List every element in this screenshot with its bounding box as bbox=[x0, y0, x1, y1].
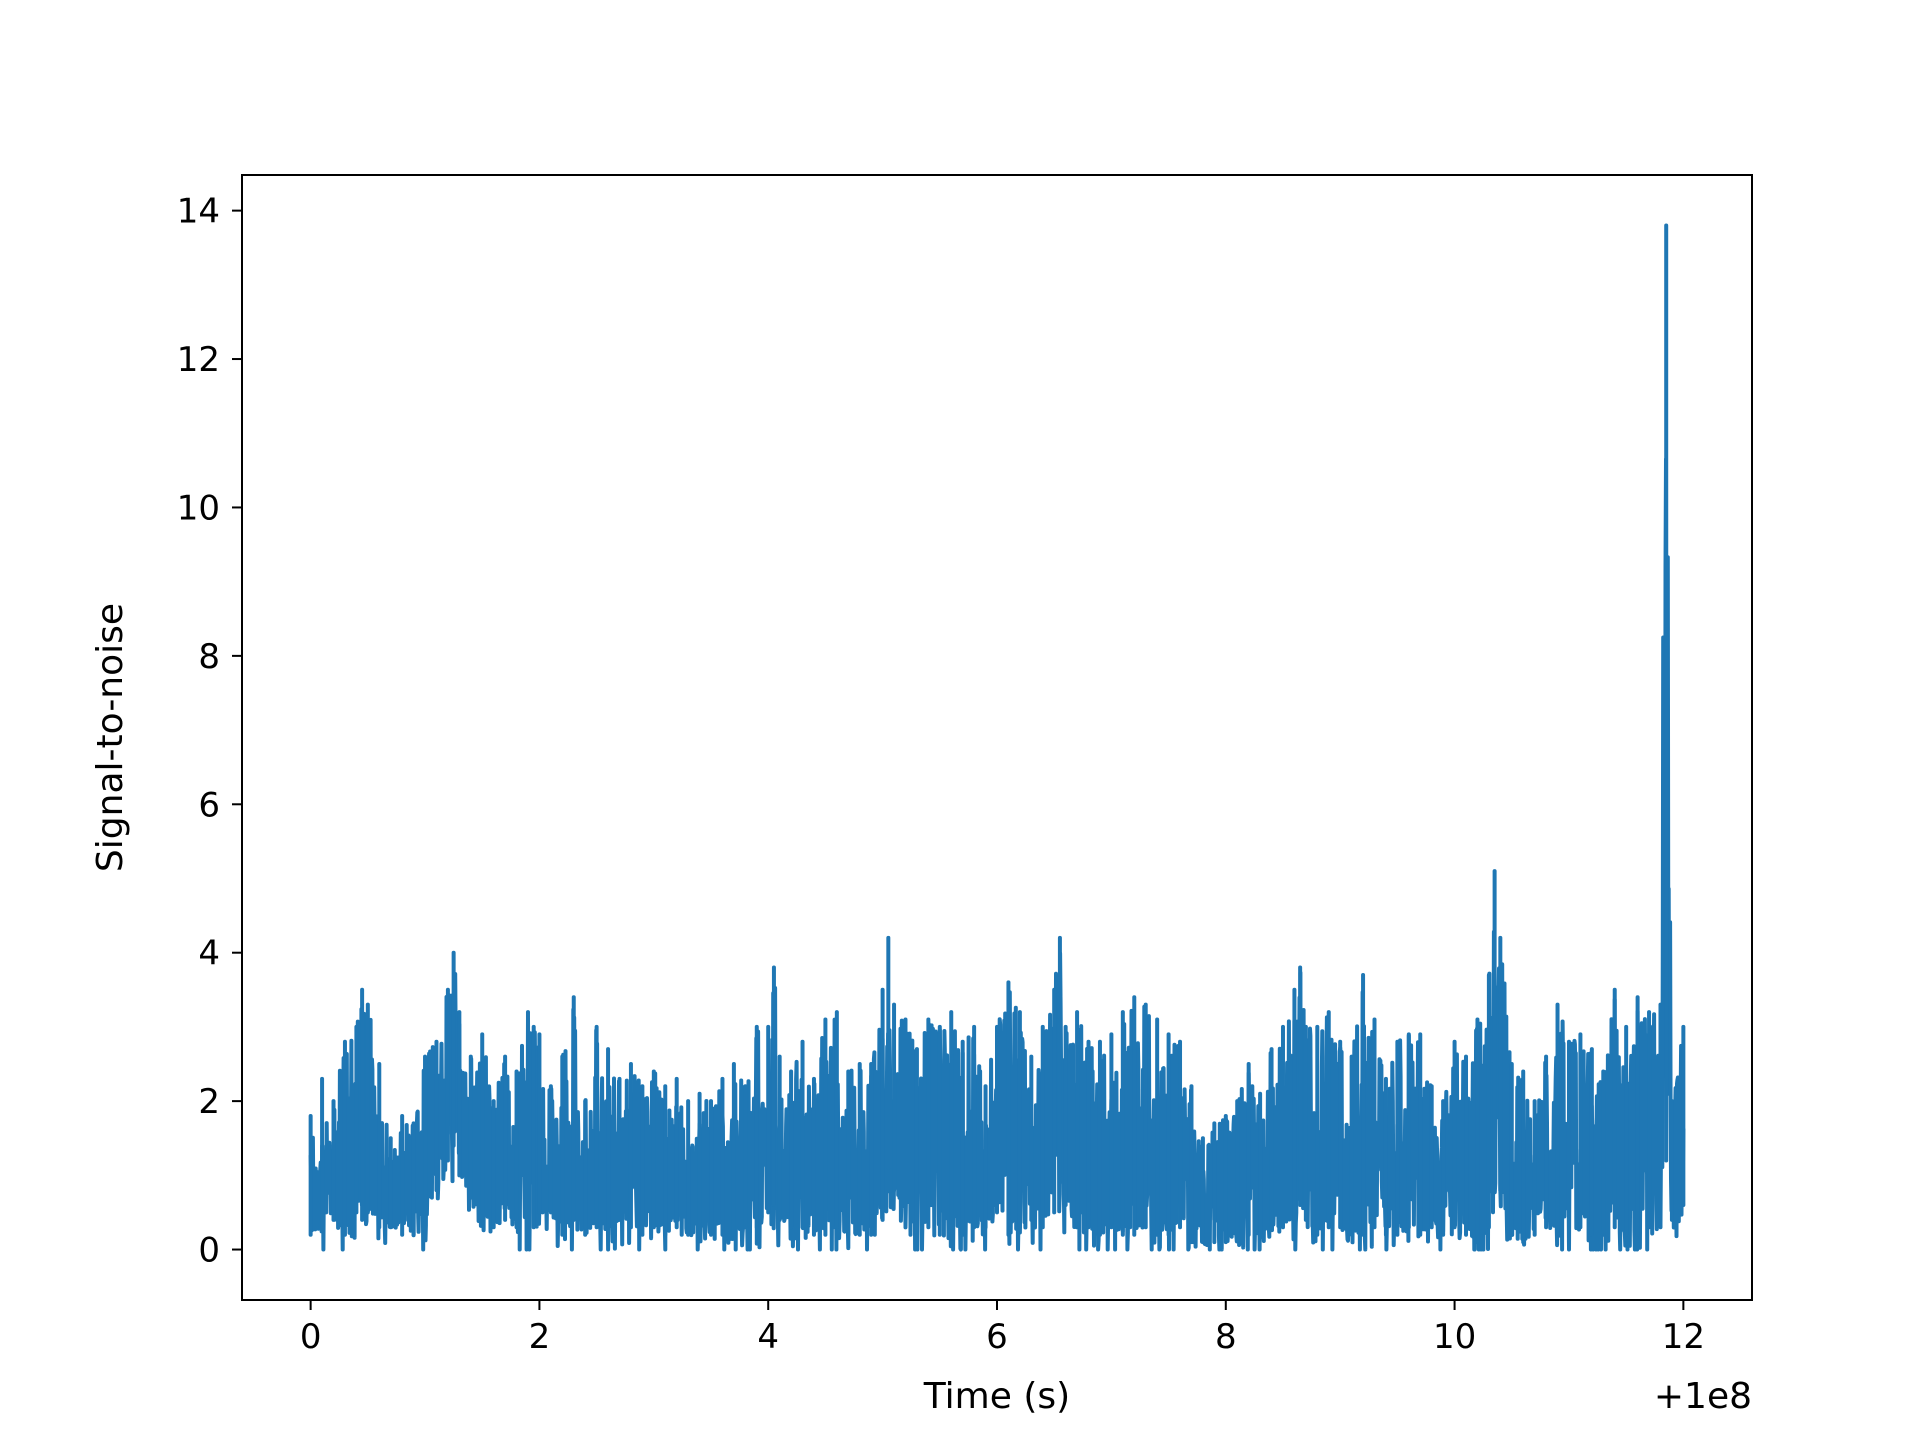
x-tick-label: 8 bbox=[1215, 1317, 1237, 1357]
y-tick-label: 4 bbox=[198, 934, 220, 974]
x-axis-offset-label: +1e8 bbox=[1654, 1376, 1752, 1417]
y-axis-label: Signal-to-noise bbox=[90, 603, 131, 872]
x-tick-label: 0 bbox=[300, 1317, 322, 1357]
plot-area bbox=[308, 223, 1686, 1252]
y-tick-label: 12 bbox=[177, 340, 220, 380]
y-tick-label: 10 bbox=[177, 488, 220, 528]
y-tick-label: 6 bbox=[198, 785, 220, 825]
y-tick-label: 0 bbox=[198, 1231, 220, 1271]
x-tick-label: 4 bbox=[757, 1317, 779, 1357]
y-tick-label: 2 bbox=[198, 1082, 220, 1122]
x-tick-label: 10 bbox=[1433, 1317, 1476, 1357]
y-axis: 0 2 4 6 8 10 12 14 bbox=[177, 192, 242, 1271]
x-tick-label: 6 bbox=[986, 1317, 1008, 1357]
y-tick-label: 14 bbox=[177, 192, 220, 232]
y-tick-label: 8 bbox=[198, 637, 220, 677]
x-axis-label: Time (s) bbox=[923, 1376, 1070, 1417]
x-tick-label: 12 bbox=[1662, 1317, 1705, 1357]
x-axis: 0 2 4 6 8 10 12 bbox=[300, 1300, 1705, 1357]
series-layer bbox=[308, 223, 1686, 1252]
x-tick-label: 2 bbox=[529, 1317, 551, 1357]
